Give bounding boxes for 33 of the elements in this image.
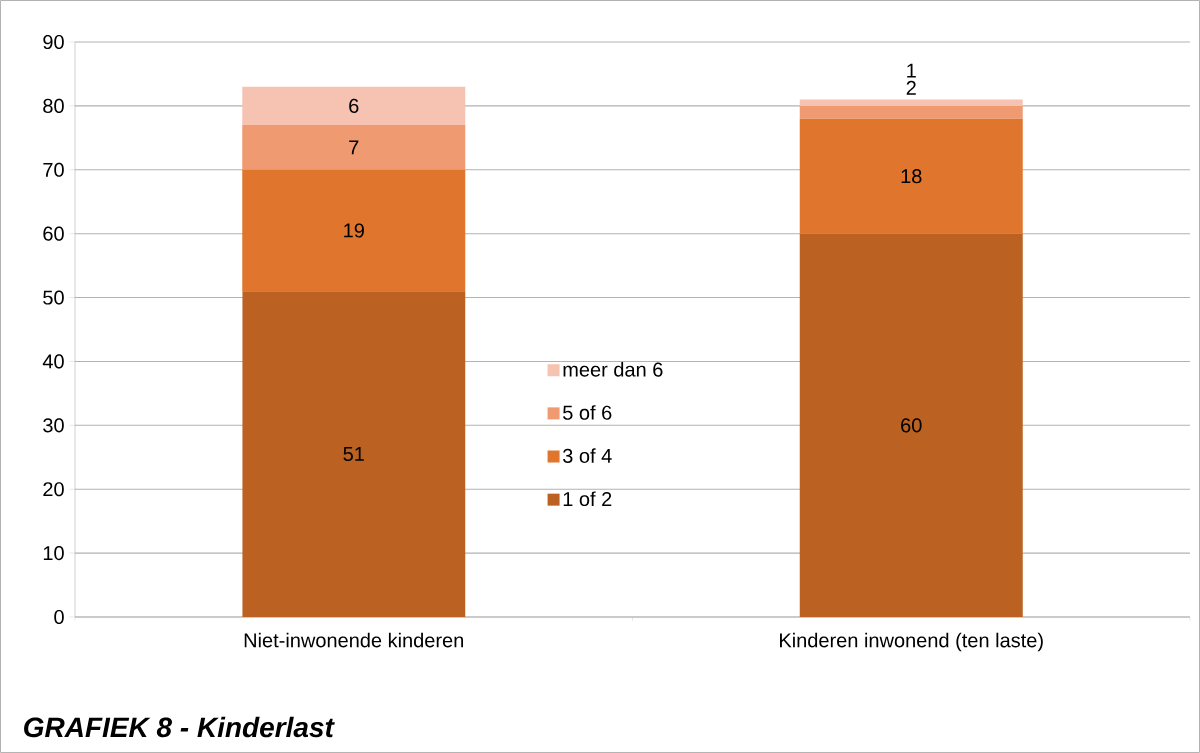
legend-label: meer dan 6 [563, 361, 663, 377]
text: GRAFIEK 8 - Kinderlast [24, 716, 335, 738]
y-tick-label: 60 [43, 226, 64, 241]
y-tick-label: 90 [43, 34, 64, 50]
bar [242, 86, 466, 126]
legend-label: 5 of 6 [563, 405, 612, 420]
data-label: 6 [349, 98, 359, 113]
data-label: 1 [907, 63, 916, 78]
data-label: 19 [344, 223, 364, 238]
bar [242, 125, 466, 170]
bar [799, 118, 1023, 234]
bar [242, 291, 466, 617]
bar [799, 99, 1023, 106]
data-label: 60 [901, 418, 922, 433]
y-tick-label: 40 [42, 354, 64, 369]
data-label: 51 [343, 447, 364, 462]
y-tick-label: 70 [43, 162, 64, 177]
y-tick-label: 80 [43, 98, 64, 113]
bar [242, 169, 466, 292]
x-tick-label: Niet-inwonende kinderen [244, 632, 464, 648]
legend-label: 3 of 4 [562, 448, 612, 463]
legend-label: 1 of 2 [563, 491, 612, 507]
bar [799, 105, 1023, 119]
x-tick-label: Kinderen inwonend (ten laste) [780, 632, 1043, 652]
y-tick-label: 0 [54, 609, 64, 625]
bar [799, 233, 1023, 617]
y-tick-label: 50 [43, 290, 64, 305]
data-label: 2 [906, 80, 916, 95]
y-tick-label: 10 [43, 546, 64, 561]
data-label: 18 [901, 169, 922, 184]
data-label: 7 [349, 140, 359, 155]
y-tick-label: 20 [43, 482, 64, 497]
y-tick-label: 30 [43, 418, 64, 433]
